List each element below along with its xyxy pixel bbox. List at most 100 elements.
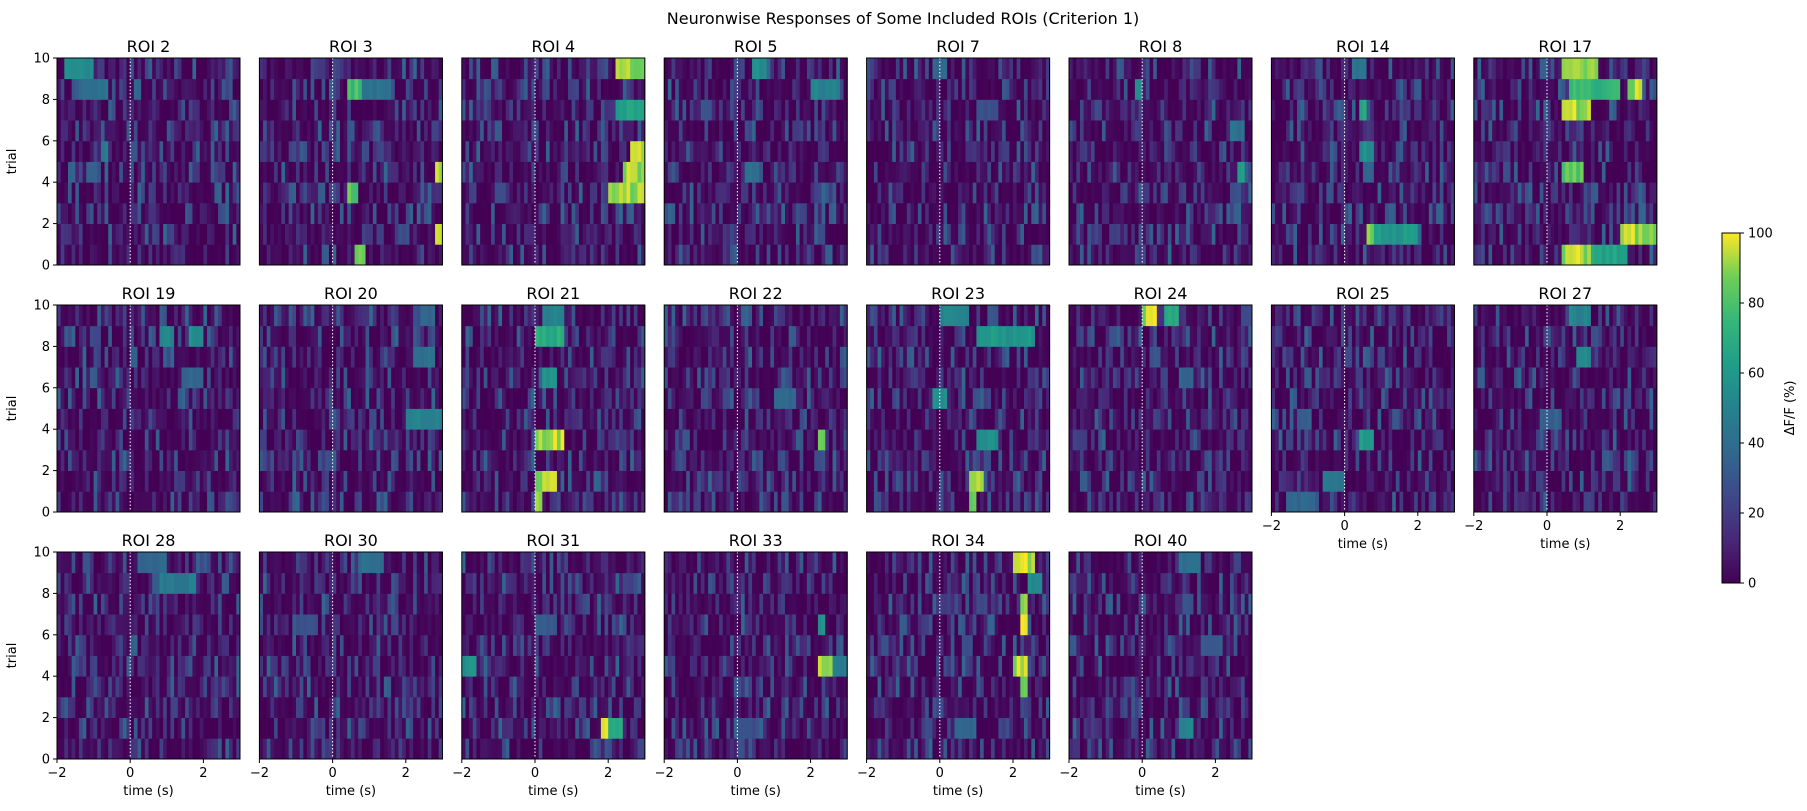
heatmap-cell — [185, 387, 190, 409]
heatmap-cell — [1038, 120, 1043, 142]
heatmap-cell — [1116, 182, 1121, 204]
heatmap-cell — [799, 223, 804, 245]
heatmap-cell — [914, 120, 919, 142]
heatmap-cell — [693, 182, 698, 204]
heatmap-cell — [828, 78, 834, 100]
heatmap-cell — [1528, 244, 1533, 266]
heatmap-cell — [998, 244, 1003, 266]
heatmap-cell — [1230, 140, 1235, 162]
heatmap-cell — [1304, 244, 1309, 266]
heatmap-cell — [1090, 223, 1096, 245]
heatmap-cell — [1514, 202, 1519, 224]
heatmap-cell — [1219, 58, 1224, 80]
heatmap-cell — [196, 120, 201, 142]
heatmap-cell — [1605, 99, 1610, 121]
heatmap-cell — [881, 58, 886, 80]
heatmap-cell — [148, 367, 153, 389]
heatmap-cell — [1634, 78, 1639, 100]
heatmap-cell — [148, 78, 153, 100]
heatmap-cell — [75, 470, 80, 492]
heatmap-cell — [361, 367, 367, 389]
heatmap-cell — [1450, 223, 1455, 245]
heatmap-cell — [383, 223, 388, 245]
heatmap-cell — [133, 120, 139, 142]
heatmap-cell — [130, 202, 135, 224]
heatmap-cell — [108, 325, 113, 347]
heatmap-cell — [115, 182, 120, 204]
heatmap-cell — [288, 470, 293, 492]
heatmap-cell — [144, 58, 149, 80]
heatmap-cell — [965, 140, 970, 162]
heatmap-cell — [60, 305, 65, 327]
heatmap-cell — [483, 244, 488, 266]
heatmap-cell — [1027, 58, 1032, 80]
heatmap-cell — [1514, 223, 1519, 245]
heatmap-cell — [1045, 182, 1051, 204]
heatmap-cell — [314, 325, 319, 347]
heatmap-cell — [1634, 140, 1639, 162]
heatmap-cell — [86, 78, 91, 100]
heatmap-cell — [1373, 161, 1379, 183]
heatmap-cell — [991, 182, 996, 204]
heatmap-cell — [328, 408, 334, 430]
heatmap-cell — [1579, 223, 1585, 245]
heatmap-cell — [1211, 161, 1216, 183]
heatmap-cell — [903, 244, 908, 266]
heatmap-cell — [317, 449, 323, 471]
heatmap-cell — [1510, 58, 1515, 80]
heatmap-cell — [115, 120, 120, 142]
heatmap-cell — [163, 449, 168, 471]
heatmap-cell — [1525, 182, 1530, 204]
heatmap-cell — [181, 161, 186, 183]
heatmap-cell — [310, 120, 315, 142]
heatmap-cell — [1013, 161, 1018, 183]
heatmap-cell — [299, 78, 304, 100]
heatmap-cell — [994, 244, 999, 266]
heatmap-cell — [387, 244, 392, 266]
heatmap-cell — [759, 99, 764, 121]
heatmap-cell — [376, 346, 381, 368]
heatmap-cell — [100, 429, 106, 451]
heatmap-cell — [1348, 58, 1353, 80]
heatmap-cell — [1326, 99, 1331, 121]
heatmap-cell — [832, 120, 837, 142]
heatmap-cell — [892, 202, 897, 224]
heatmap-cell — [1204, 120, 1209, 142]
heatmap-cell — [1153, 182, 1158, 204]
heatmap-cell — [567, 140, 573, 162]
heatmap-cell — [1013, 202, 1018, 224]
heatmap-cell — [589, 58, 595, 80]
heatmap-cell — [873, 244, 879, 266]
heatmap-cell — [314, 202, 319, 224]
heatmap-cell — [435, 346, 440, 368]
heatmap-cell — [1020, 120, 1025, 142]
heatmap-cell — [78, 367, 84, 389]
heatmap-cell — [405, 78, 410, 100]
heatmap-cell — [806, 120, 812, 142]
heatmap-cell — [675, 182, 680, 204]
heatmap-cell — [1421, 223, 1426, 245]
heatmap-cell — [391, 202, 396, 224]
heatmap-cell — [1447, 78, 1452, 100]
heatmap-cell — [126, 387, 131, 409]
heatmap-cell — [64, 491, 69, 513]
heatmap-cell — [1392, 99, 1397, 121]
heatmap-cell — [733, 182, 738, 204]
heatmap-cell — [1473, 244, 1478, 266]
heatmap-cell — [1447, 182, 1452, 204]
heatmap-cell — [888, 99, 893, 121]
heatmap-cell — [314, 58, 319, 80]
heatmap-cell — [1473, 58, 1478, 80]
heatmap-cell — [1450, 58, 1455, 80]
heatmap-cell — [285, 182, 290, 204]
heatmap-cell — [328, 325, 334, 347]
y-tick-label: 4 — [42, 423, 50, 438]
heatmap-cell — [1443, 223, 1448, 245]
heatmap-cell — [774, 58, 779, 80]
heatmap-cell — [708, 202, 713, 224]
heatmap-cell — [1286, 120, 1291, 142]
heatmap-cell — [383, 99, 388, 121]
heatmap-cell — [130, 58, 135, 80]
heatmap-cell — [697, 161, 702, 183]
heatmap-cell — [1477, 244, 1482, 266]
